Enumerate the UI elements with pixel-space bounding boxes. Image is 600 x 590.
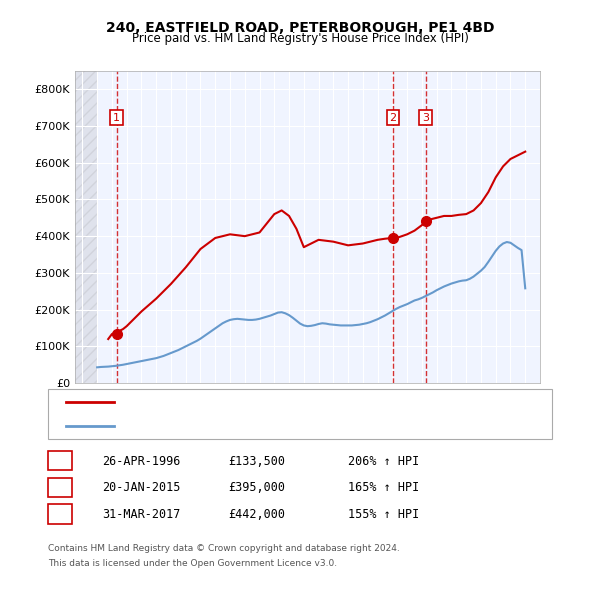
- Text: £442,000: £442,000: [228, 507, 285, 520]
- Text: 20-JAN-2015: 20-JAN-2015: [102, 481, 181, 494]
- Text: Price paid vs. HM Land Registry's House Price Index (HPI): Price paid vs. HM Land Registry's House …: [131, 32, 469, 45]
- Text: HPI: Average price, semi-detached house, City of Peterborough: HPI: Average price, semi-detached house,…: [120, 421, 449, 431]
- Bar: [75, 71, 97, 383]
- Text: 240, EASTFIELD ROAD, PETERBOROUGH, PE1 4BD: 240, EASTFIELD ROAD, PETERBOROUGH, PE1 4…: [106, 21, 494, 35]
- Text: 3: 3: [422, 113, 429, 123]
- Text: 165% ↑ HPI: 165% ↑ HPI: [348, 481, 419, 494]
- Text: 2: 2: [389, 113, 397, 123]
- Text: £395,000: £395,000: [228, 481, 285, 494]
- Text: 26-APR-1996: 26-APR-1996: [102, 454, 181, 467]
- Text: 3: 3: [56, 507, 64, 520]
- Text: 240, EASTFIELD ROAD, PETERBOROUGH, PE1 4BD (semi-detached house): 240, EASTFIELD ROAD, PETERBOROUGH, PE1 4…: [120, 397, 503, 407]
- Text: 1: 1: [56, 454, 64, 467]
- Text: 2: 2: [56, 481, 64, 494]
- Text: £133,500: £133,500: [228, 454, 285, 467]
- Text: 155% ↑ HPI: 155% ↑ HPI: [348, 507, 419, 520]
- Text: 1: 1: [113, 113, 120, 123]
- Text: This data is licensed under the Open Government Licence v3.0.: This data is licensed under the Open Gov…: [48, 559, 337, 568]
- Text: 206% ↑ HPI: 206% ↑ HPI: [348, 454, 419, 467]
- Text: 31-MAR-2017: 31-MAR-2017: [102, 507, 181, 520]
- Text: Contains HM Land Registry data © Crown copyright and database right 2024.: Contains HM Land Registry data © Crown c…: [48, 544, 400, 553]
